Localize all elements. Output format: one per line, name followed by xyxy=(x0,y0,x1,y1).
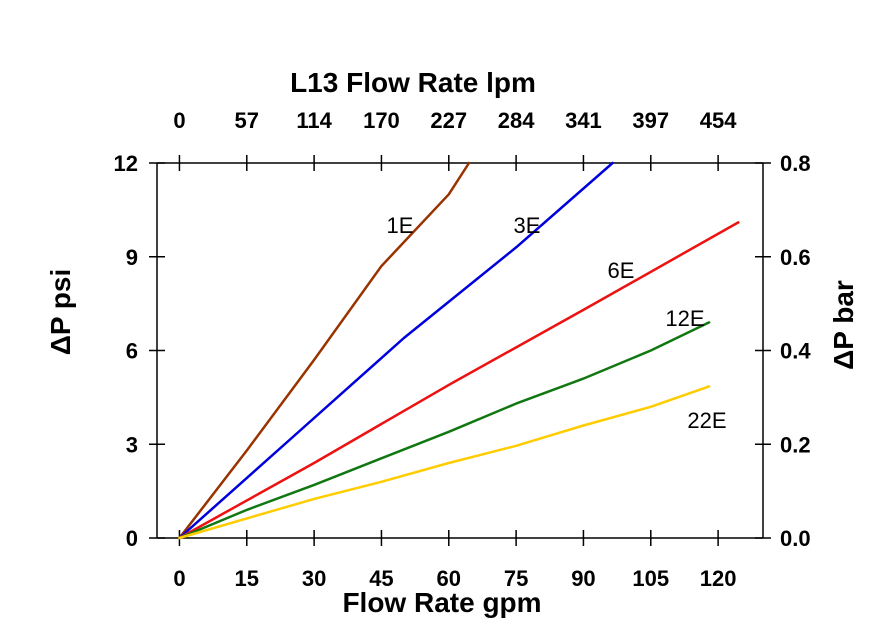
x-tick-label: 30 xyxy=(302,566,326,591)
series-line-22e xyxy=(178,385,711,540)
series-line-1e xyxy=(178,161,471,540)
series-label-3e: 3E xyxy=(514,213,541,238)
top-tick-label: 0 xyxy=(173,108,185,133)
y2-tick-label: 0.4 xyxy=(780,339,811,364)
top-tick-label: 227 xyxy=(430,108,467,133)
top-tick-label: 284 xyxy=(498,108,535,133)
series-line-6e xyxy=(178,221,740,540)
y-tick-label: 0 xyxy=(126,526,138,551)
chart-title: L13 Flow Rate lpm xyxy=(290,67,536,98)
top-tick-label: 341 xyxy=(565,108,602,133)
y-axis-title: ΔP psi xyxy=(45,269,76,356)
top-tick-label: 114 xyxy=(296,108,332,133)
series-label-12e: 12E xyxy=(665,306,704,331)
y2-tick-label: 0.0 xyxy=(780,526,811,551)
series-line-3e xyxy=(178,161,614,540)
y-tick-label: 12 xyxy=(114,151,138,176)
y-tick-label: 6 xyxy=(126,339,138,364)
series-lines xyxy=(178,161,740,540)
y2-axis-title: ΔP bar xyxy=(828,280,859,370)
x-tick-label: 60 xyxy=(437,566,461,591)
series-label-1e: 1E xyxy=(387,213,414,238)
x-tick-label: 45 xyxy=(369,566,393,591)
y-tick-label: 3 xyxy=(126,432,138,457)
series-label-6e: 6E xyxy=(608,258,635,283)
series-label-22e: 22E xyxy=(687,408,726,433)
x-tick-label: 90 xyxy=(571,566,595,591)
x-tick-label: 15 xyxy=(235,566,259,591)
y-tick-label: 9 xyxy=(126,245,138,270)
top-tick-label: 454 xyxy=(700,108,737,133)
series-line-12e xyxy=(178,321,711,540)
x-tick-label: 105 xyxy=(632,566,669,591)
x-axis-title: Flow Rate gpm xyxy=(342,587,541,618)
top-tick-label: 170 xyxy=(363,108,400,133)
x-tick-label: 75 xyxy=(504,566,528,591)
y2-tick-label: 0.6 xyxy=(780,245,811,270)
series-labels: 1E 3E 6E 12E 22E xyxy=(387,213,727,433)
y2-tick-label: 0.2 xyxy=(780,432,811,457)
top-tick-label: 57 xyxy=(235,108,259,133)
x-tick-label: 0 xyxy=(173,566,185,591)
y2-tick-label: 0.8 xyxy=(780,151,811,176)
top-tick-label: 397 xyxy=(632,108,669,133)
x-tick-label: 120 xyxy=(700,566,737,591)
